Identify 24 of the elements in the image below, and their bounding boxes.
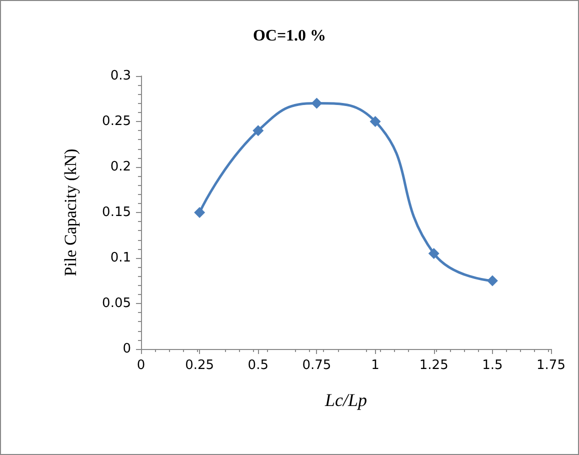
y-tick-label: 0.15 (102, 205, 131, 220)
x-tick-label: 0.75 (302, 358, 332, 373)
y-tick-label: 0.05 (102, 296, 131, 311)
x-axis-title: Lc/Lp (324, 390, 368, 410)
y-tick-label: 0.25 (102, 114, 131, 129)
point (194, 207, 206, 218)
point (428, 248, 440, 259)
point (486, 275, 498, 286)
x-tick-label: 1.75 (536, 358, 566, 373)
x-tick-label: 0.5 (248, 358, 268, 373)
x-tick-label: 1.25 (419, 358, 448, 373)
point (252, 125, 264, 136)
x-tick-label: 0 (136, 358, 146, 373)
y-tick-label: 0.1 (110, 250, 131, 266)
chart-title: OC=1.0 % (252, 28, 326, 44)
y-axis-title: Pile Capacity (kN) (61, 148, 80, 276)
x-tick-label: 0.25 (185, 358, 214, 373)
point (370, 116, 381, 127)
y-tick-label: 0.2 (110, 160, 131, 174)
x-tick-label: 1.5 (482, 358, 503, 373)
y-tick-label: 0.3 (110, 68, 131, 84)
y-tick-label: 0 (122, 342, 131, 356)
point (311, 98, 322, 109)
x-tick-label: 1 (371, 358, 380, 373)
